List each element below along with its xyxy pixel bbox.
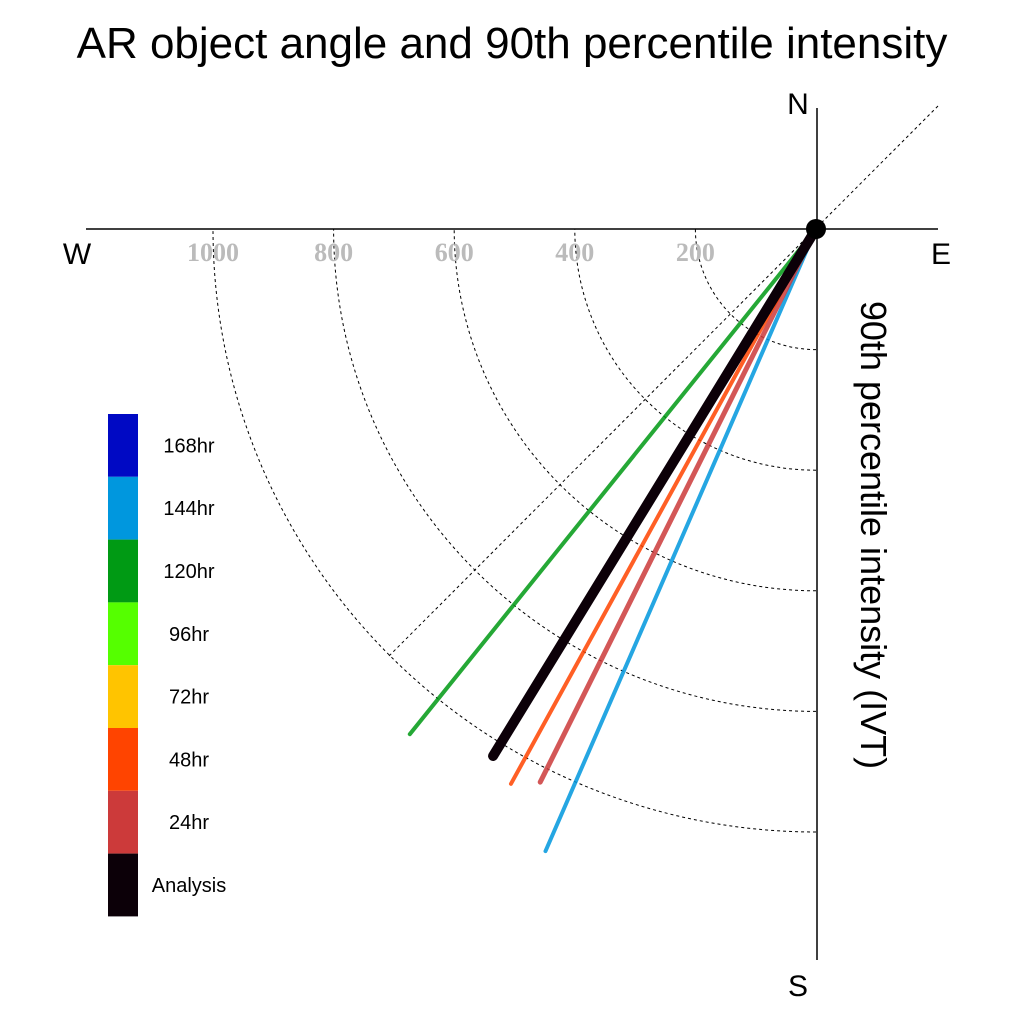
legend-label-analysis: Analysis bbox=[152, 875, 226, 897]
legend-swatch-120hr bbox=[108, 539, 138, 603]
legend-swatch-72hr bbox=[108, 665, 138, 728]
origin-marker bbox=[806, 219, 826, 239]
legend-label-96hr: 96hr bbox=[169, 624, 209, 646]
legend-swatch-24hr bbox=[108, 790, 138, 854]
legend-label-24hr: 24hr bbox=[169, 812, 209, 834]
vector-24hr bbox=[537, 226, 819, 785]
radial-tick-label: 800 bbox=[314, 238, 353, 267]
legend-label-48hr: 48hr bbox=[169, 749, 209, 771]
direction-east: E bbox=[931, 238, 951, 271]
legend-label-168hr: 168hr bbox=[163, 435, 214, 457]
y-axis-label: 90th percentile intensity (IVT) bbox=[853, 301, 894, 769]
vector-analysis bbox=[488, 224, 821, 761]
legend-label-72hr: 72hr bbox=[169, 687, 209, 709]
vector-144hr bbox=[543, 227, 818, 854]
legend-swatch-168hr bbox=[108, 414, 138, 477]
vector-120hr bbox=[407, 227, 818, 737]
legend-label-120hr: 120hr bbox=[163, 561, 214, 583]
legend: 168hr 144hr 120hr 96hr 72hr 48hr 24hr Analysis bbox=[108, 414, 226, 917]
grid-arc-1000 bbox=[212, 228, 817, 833]
legend-swatch-144hr bbox=[108, 476, 138, 540]
direction-south: S bbox=[788, 970, 808, 1003]
legend-swatch-48hr bbox=[108, 728, 138, 791]
grid-arc-800 bbox=[333, 228, 817, 712]
series-vectors bbox=[407, 224, 821, 854]
grid-arc-400 bbox=[574, 228, 817, 471]
radial-tick-label: 200 bbox=[676, 238, 715, 267]
radial-tick-labels: 200 400 600 800 1000 bbox=[187, 238, 715, 267]
radial-tick-label: 600 bbox=[435, 238, 474, 267]
chart-title: AR object angle and 90th percentile inte… bbox=[77, 19, 948, 68]
radial-tick-label: 400 bbox=[555, 238, 594, 267]
direction-north: N bbox=[787, 88, 809, 121]
legend-swatch-96hr bbox=[108, 602, 138, 666]
legend-swatch-analysis bbox=[108, 853, 138, 917]
radial-tick-label: 1000 bbox=[187, 238, 239, 267]
diagonal-guide bbox=[387, 105, 939, 658]
legend-label-144hr: 144hr bbox=[163, 498, 214, 520]
direction-west: W bbox=[63, 238, 92, 271]
grid-arc-200 bbox=[694, 228, 817, 351]
